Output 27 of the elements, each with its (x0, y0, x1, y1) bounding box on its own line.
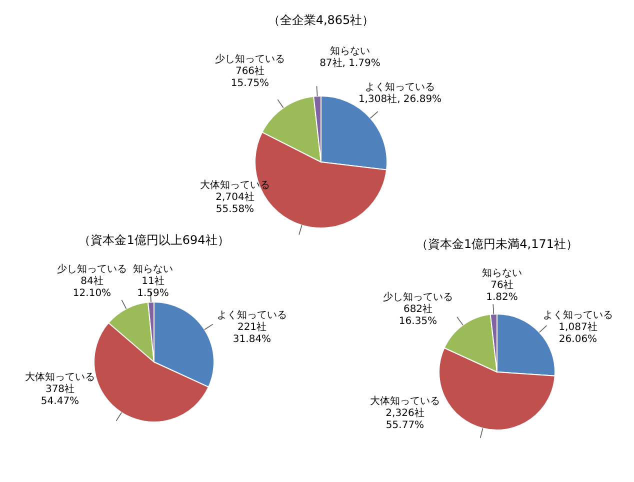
slice-label: 大体知っている (370, 395, 440, 407)
chart-title: （資本金1億円未満4,171社） (416, 237, 578, 251)
data-label: 766社 15.75% (230, 65, 270, 89)
slice-label: よく知っている (217, 309, 287, 321)
data-label: 2,326社 55.77% (386, 407, 424, 431)
data-label: 682社 16.35% (398, 303, 438, 327)
slice-label: 知らない (330, 45, 370, 57)
data-label: 1,087社 26.06% (558, 321, 598, 345)
slice-label: 少し知っている (57, 263, 127, 275)
chart-title: （資本金1億円以上694社） (78, 233, 230, 247)
data-label: 221社 31.84% (232, 321, 272, 345)
slice-label: よく知っている (543, 309, 613, 321)
data-label: 11社 1.59% (137, 275, 169, 299)
slice-label: 知らない (482, 267, 522, 279)
data-label: 87社, 1.79% (320, 57, 380, 69)
chart-title: （全企業4,865社） (268, 13, 374, 27)
data-label: 1,308社, 26.89% (358, 93, 442, 105)
slice-label: 少し知っている (215, 53, 285, 65)
slice-label: 少し知っている (383, 291, 453, 303)
slice-label: よく知っている (365, 81, 435, 93)
data-label: 378社 54.47% (40, 383, 80, 407)
slice-label: 知らない (133, 263, 173, 275)
data-label: 84社 12.10% (72, 275, 112, 299)
slice-label: 大体知っている (25, 371, 95, 383)
data-label: 2,704社 55.58% (216, 191, 254, 215)
slice-label: 大体知っている (200, 179, 270, 191)
data-label: 76社 1.82% (486, 279, 518, 303)
